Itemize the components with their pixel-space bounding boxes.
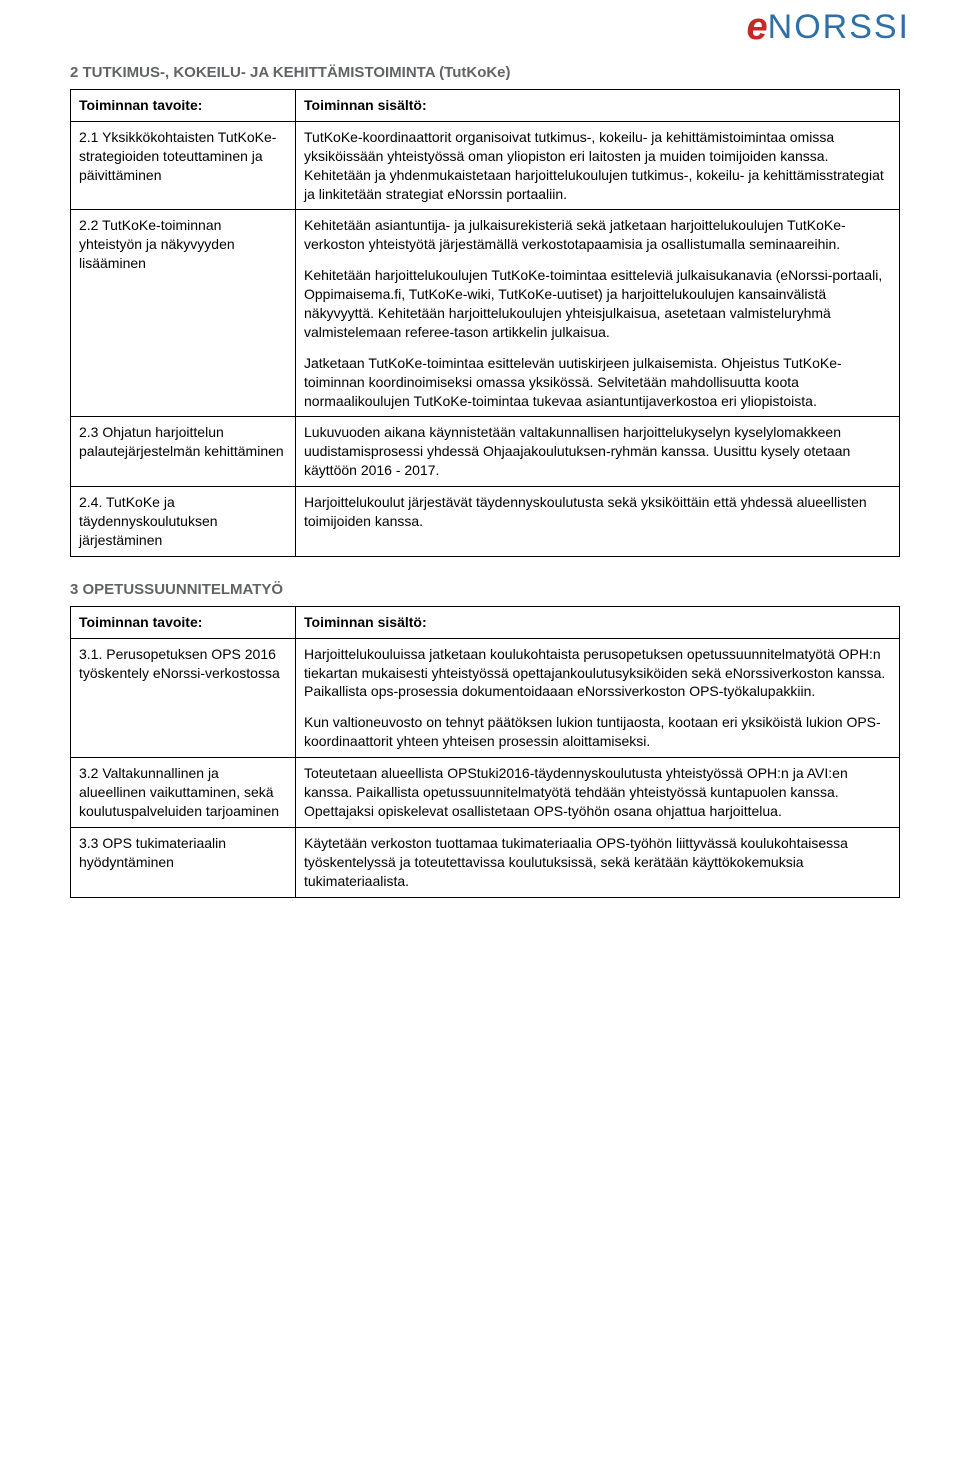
table-row: 2.3 Ohjatun harjoittelun palautejärjeste… [71,417,900,487]
row-left: 3.3 OPS tukimateriaalin hyödyntäminen [71,827,296,897]
row-right: TutKoKe-koordinaattorit organisoivat tut… [296,121,900,210]
section-2-table: Toiminnan tavoite: Toiminnan sisältö: 2.… [70,89,900,557]
row-right: Lukuvuoden aikana käynnistetään valtakun… [296,417,900,487]
table-row: 2.4. TutKoKe ja täydennyskoulutuksen jär… [71,487,900,557]
table-row: 2.2 TutKoKe-toiminnan yhteistyön ja näky… [71,210,900,417]
table-header-row: Toiminnan tavoite: Toiminnan sisältö: [71,606,900,638]
row-right: Harjoittelukouluissa jatketaan koulukoht… [296,638,900,757]
table-row: 2.1 Yksikkökohtaisten TutKoKe- strategio… [71,121,900,210]
col-right-header: Toiminnan sisältö: [296,606,900,638]
col-left-header: Toiminnan tavoite: [71,606,296,638]
logo-e: e [747,6,770,49]
section-3-heading: 3 OPETUSSUUNNITELMATYÖ [70,581,900,598]
table-row: 3.2 Valtakunnallinen ja alueellinen vaik… [71,758,900,828]
row-left: 2.2 TutKoKe-toiminnan yhteistyön ja näky… [71,210,296,417]
section-2-heading: 2 TUTKIMUS-, KOKEILU- JA KEHITTÄMISTOIMI… [70,64,900,81]
row-left: 2.4. TutKoKe ja täydennyskoulutuksen jär… [71,487,296,557]
row-right: Toteutetaan alueellista OPStuki2016-täyd… [296,758,900,828]
row-left: 3.1. Perusopetuksen OPS 2016 työskentely… [71,638,296,757]
section-3-table: Toiminnan tavoite: Toiminnan sisältö: 3.… [70,606,900,898]
row-left: 2.1 Yksikkökohtaisten TutKoKe- strategio… [71,121,296,210]
logo-text: NORSSI [768,8,910,47]
row-left: 2.3 Ohjatun harjoittelun palautejärjeste… [71,417,296,487]
col-right-header: Toiminnan sisältö: [296,90,900,122]
logo: eNORSSI [747,6,911,49]
col-left-header: Toiminnan tavoite: [71,90,296,122]
row-right: Kehitetään asiantuntija- ja julkaisureki… [296,210,900,417]
row-right: Harjoittelukoulut järjestävät täydennysk… [296,487,900,557]
table-header-row: Toiminnan tavoite: Toiminnan sisältö: [71,90,900,122]
row-right: Käytetään verkoston tuottamaa tukimateri… [296,827,900,897]
table-row: 3.1. Perusopetuksen OPS 2016 työskentely… [71,638,900,757]
row-left: 3.2 Valtakunnallinen ja alueellinen vaik… [71,758,296,828]
table-row: 3.3 OPS tukimateriaalin hyödyntäminen Kä… [71,827,900,897]
